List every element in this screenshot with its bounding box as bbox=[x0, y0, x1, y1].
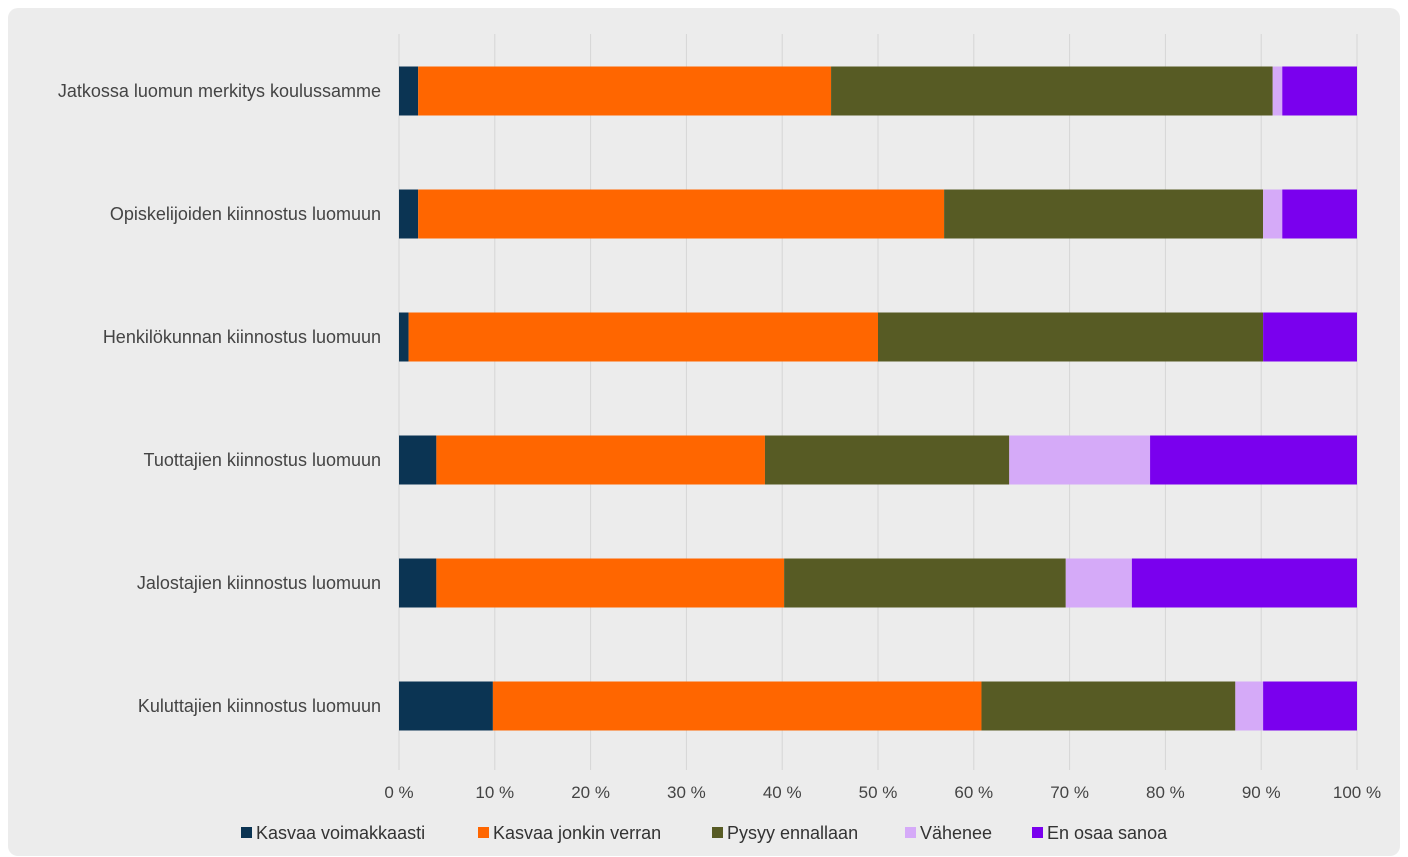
bar-segment bbox=[1009, 435, 1151, 485]
bar-segment bbox=[1131, 558, 1357, 608]
bar-segment bbox=[1282, 66, 1357, 116]
chart-card: Jatkossa luomun merkitys koulussamme Opis… bbox=[8, 8, 1400, 856]
category-label: Jatkossa luomun merkitys koulussamme bbox=[58, 81, 381, 101]
bar-segment bbox=[981, 681, 1236, 731]
bar-segment bbox=[399, 681, 493, 731]
legend-swatch bbox=[712, 827, 723, 838]
legend-label: Kasvaa voimakkaasti bbox=[256, 823, 425, 843]
x-tick-label: 30 % bbox=[667, 783, 706, 802]
x-tick-label: 80 % bbox=[1146, 783, 1185, 802]
legend-label: Kasvaa jonkin verran bbox=[493, 823, 661, 843]
x-tick-label: 70 % bbox=[1050, 783, 1089, 802]
bar-segment bbox=[944, 189, 1264, 239]
bar-segment bbox=[784, 558, 1066, 608]
bar-segment bbox=[878, 312, 1264, 362]
bar-segment bbox=[399, 312, 409, 362]
bar-segment bbox=[408, 312, 878, 362]
category-label: Opiskelijoiden kiinnostus luomuun bbox=[110, 204, 381, 224]
bar-segment bbox=[764, 435, 1010, 485]
gridlines bbox=[398, 34, 1358, 770]
x-tick-label: 20 % bbox=[571, 783, 610, 802]
x-tick-label: 90 % bbox=[1242, 783, 1281, 802]
bar-segment bbox=[1065, 558, 1132, 608]
legend: Kasvaa voimakkaasti Kasvaa jonkin verran P… bbox=[241, 823, 1168, 843]
bar-segment bbox=[418, 66, 832, 116]
bar-segment bbox=[436, 558, 785, 608]
x-axis-tick-labels: 0 % 10 % 20 % 30 % 40 % 50 % 60 % 70 % 80 % 90 % 1… bbox=[384, 783, 1381, 802]
category-labels: Jatkossa luomun merkitys koulussamme Opis… bbox=[58, 81, 381, 716]
bar-segment bbox=[399, 435, 437, 485]
bar-segment bbox=[399, 189, 419, 239]
category-label: Tuottajien kiinnostus luomuun bbox=[144, 450, 381, 470]
bar-segment bbox=[1235, 681, 1264, 731]
bars bbox=[399, 66, 1357, 731]
legend-label: En osaa sanoa bbox=[1047, 823, 1168, 843]
legend-swatch bbox=[241, 827, 252, 838]
legend-label: Pysyy ennallaan bbox=[727, 823, 858, 843]
bar-segment bbox=[1263, 681, 1357, 731]
category-label: Jalostajien kiinnostus luomuun bbox=[137, 573, 381, 593]
category-label: Henkilökunnan kiinnostus luomuun bbox=[103, 327, 381, 347]
x-tick-label: 10 % bbox=[475, 783, 514, 802]
bar-segment bbox=[1263, 189, 1283, 239]
bar-segment bbox=[436, 435, 765, 485]
legend-swatch bbox=[905, 827, 916, 838]
bar-segment bbox=[1263, 312, 1357, 362]
stacked-bar-chart: Jatkossa luomun merkitys koulussamme Opis… bbox=[58, 34, 1381, 843]
bar-segment bbox=[418, 189, 945, 239]
bar-segment bbox=[492, 681, 982, 731]
bar-segment bbox=[399, 558, 437, 608]
legend-swatch bbox=[478, 827, 489, 838]
legend-swatch bbox=[1032, 827, 1043, 838]
x-tick-label: 50 % bbox=[859, 783, 898, 802]
x-tick-label: 40 % bbox=[763, 783, 802, 802]
bar-segment bbox=[399, 66, 419, 116]
category-label: Kuluttajien kiinnostus luomuun bbox=[138, 696, 381, 716]
legend-label: Vähenee bbox=[920, 823, 992, 843]
bar-segment bbox=[1282, 189, 1357, 239]
bar-segment bbox=[1272, 66, 1283, 116]
bar-segment bbox=[1150, 435, 1357, 485]
x-tick-label: 0 % bbox=[384, 783, 413, 802]
bar-segment bbox=[831, 66, 1273, 116]
x-tick-label: 100 % bbox=[1333, 783, 1381, 802]
x-tick-label: 60 % bbox=[954, 783, 993, 802]
